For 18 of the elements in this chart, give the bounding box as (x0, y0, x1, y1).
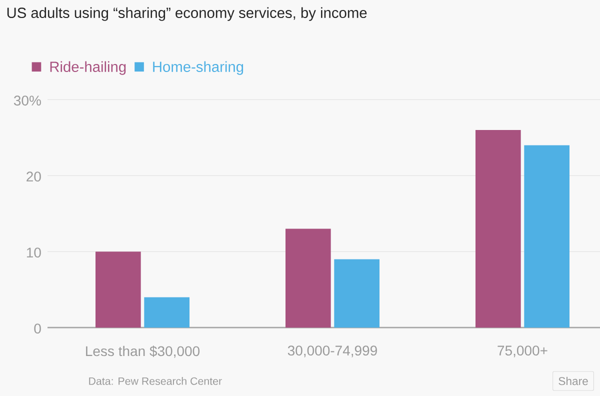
x-tick-label: Less than $30,000 (86, 346, 200, 358)
text: Share (558, 376, 588, 386)
bar (144, 297, 190, 328)
legend-label: Home-sharing (153, 61, 244, 75)
y-tick-label: 10 (26, 248, 41, 258)
y-tick-label: 0 (34, 324, 41, 334)
legend-label: Ride-hailing (50, 61, 126, 75)
bar (286, 228, 331, 328)
x-tick-label: 75,000+ (498, 346, 548, 358)
y-tick-label: 30% (14, 96, 41, 106)
y-tick-label: 20 (26, 172, 41, 182)
bar (475, 130, 521, 328)
bar (96, 252, 141, 328)
bar (524, 145, 570, 328)
chart-title: US adults using “sharing” economy services, by income (7, 7, 367, 21)
bar (334, 259, 380, 328)
x-tick-label: 30,000-74,999 (288, 346, 377, 358)
text: Data: Pew Research Center (89, 377, 222, 385)
